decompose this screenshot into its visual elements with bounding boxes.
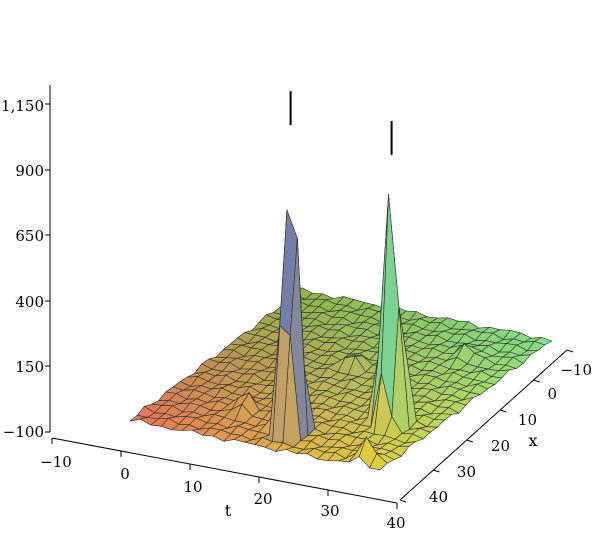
t-tick-label: 30 — [320, 502, 339, 520]
surface — [129, 91, 553, 471]
x-tick-mark — [433, 469, 440, 473]
z-tick-label: −100 — [3, 423, 44, 441]
x-axis-label: x — [528, 431, 537, 450]
t-axis-label: t — [225, 501, 232, 520]
x-tick-label: 20 — [491, 437, 510, 455]
z-tick-label: 400 — [15, 293, 44, 311]
x-tick-label: 30 — [457, 463, 476, 481]
axes: 1,150 900 650 400 150 −100 −10 0 10 20 3… — [1, 85, 592, 532]
x-tick-mark — [566, 349, 574, 353]
x-tick-mark — [500, 409, 507, 413]
x-axis-line — [399, 349, 568, 501]
t-tick-label: 20 — [253, 490, 272, 508]
x-tick-label: 10 — [518, 411, 537, 429]
x-tick-label: 40 — [429, 488, 448, 506]
z-tick-label: 1,150 — [1, 97, 44, 115]
x-tick-mark — [466, 439, 473, 443]
t-tick-label: 0 — [120, 465, 130, 483]
axis-ticks — [45, 103, 574, 509]
surface-patch — [369, 453, 388, 471]
x-tick-label: 0 — [547, 385, 557, 403]
t-tick-label: 40 — [386, 514, 405, 532]
x-tick-label: −10 — [560, 361, 592, 379]
t-tick-label: 10 — [183, 478, 202, 496]
z-tick-label: 650 — [15, 227, 44, 245]
z-tick-label: 900 — [15, 162, 44, 180]
t-tick-label: −10 — [40, 453, 72, 471]
z-tick-label: 150 — [15, 358, 44, 376]
x-tick-mark — [533, 379, 540, 383]
x-tick-mark — [399, 499, 407, 503]
t-axis-line — [51, 437, 398, 504]
